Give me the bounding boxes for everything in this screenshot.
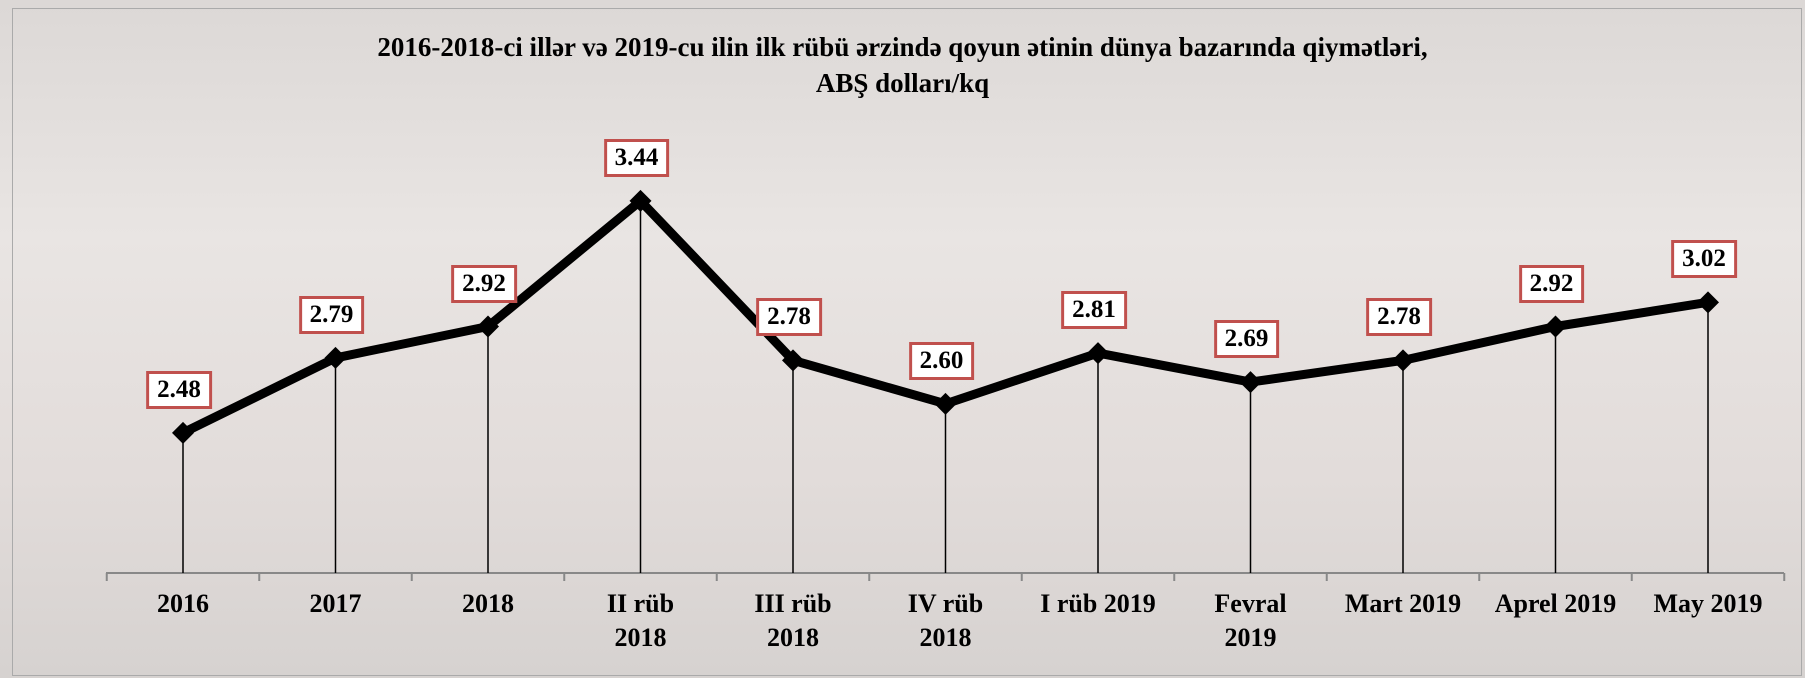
x-tick-label: III rüb 2018 [713,587,873,655]
marker [1545,316,1567,338]
plot [0,0,1805,678]
x-tick-label: IV rüb 2018 [866,587,1026,655]
marker [1392,349,1414,371]
value-label: 2.78 [756,298,822,336]
value-label: 2.92 [1519,265,1585,303]
marker [1240,371,1262,393]
x-tick-label: 2018 [408,587,568,621]
marker [1087,342,1109,364]
x-tick-label: 2016 [103,587,263,621]
value-label: 2.78 [1366,298,1432,336]
value-label: 2.60 [909,342,975,380]
chart: 2016-2018-ci illər və 2019-cu ilin ilk r… [0,0,1805,678]
x-tick-label: I rüb 2019 [1018,587,1178,621]
x-tick-label: Mart 2019 [1323,587,1483,621]
x-tick-label: 2017 [256,587,416,621]
value-label: 2.79 [299,296,365,334]
marker [1697,291,1719,313]
x-tick-label: Fevral 2019 [1171,587,1331,655]
x-tick-label: May 2019 [1628,587,1788,621]
marker [935,393,957,415]
value-label: 2.69 [1214,320,1280,358]
value-label: 2.92 [451,265,517,303]
value-label: 3.02 [1671,240,1737,278]
value-label: 3.44 [604,139,670,177]
x-tick-label: II rüb 2018 [561,587,721,655]
value-label: 2.48 [146,371,212,409]
x-tick-label: Aprel 2019 [1476,587,1636,621]
value-label: 2.81 [1061,291,1127,329]
